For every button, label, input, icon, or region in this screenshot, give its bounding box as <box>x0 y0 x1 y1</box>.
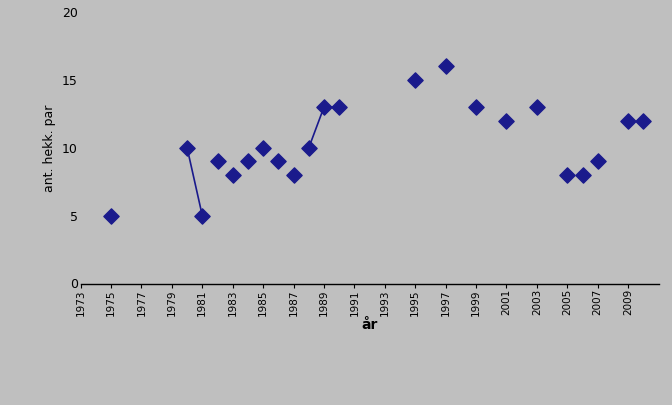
Point <box>106 212 116 219</box>
Point <box>440 63 451 70</box>
Point <box>181 145 192 151</box>
Point <box>212 158 223 164</box>
Y-axis label: ant. hekk. par: ant. hekk. par <box>44 104 56 192</box>
Point <box>592 158 603 164</box>
Point <box>319 104 329 111</box>
Point <box>623 117 634 124</box>
Point <box>638 117 648 124</box>
Point <box>577 172 588 178</box>
Point <box>258 145 269 151</box>
Point <box>470 104 481 111</box>
Point <box>532 104 542 111</box>
Point <box>501 117 512 124</box>
Point <box>334 104 345 111</box>
X-axis label: år: år <box>362 318 378 333</box>
Point <box>562 172 573 178</box>
Point <box>273 158 284 164</box>
Point <box>243 158 253 164</box>
Point <box>303 145 314 151</box>
Point <box>288 172 299 178</box>
Point <box>410 77 421 83</box>
Point <box>227 172 238 178</box>
Point <box>197 212 208 219</box>
